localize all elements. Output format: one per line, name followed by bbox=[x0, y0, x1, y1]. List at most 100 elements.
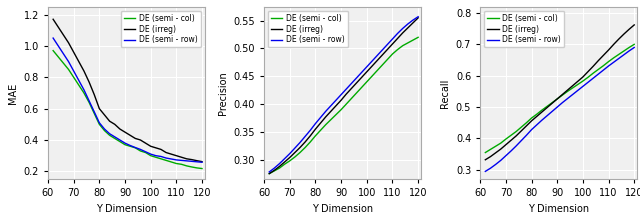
DE (semi - col) bbox=[111, 137, 118, 140]
DE (semi - row) bbox=[85, 99, 93, 102]
DE (semi - col) bbox=[502, 138, 509, 140]
DE (semi - col) bbox=[163, 159, 170, 162]
DE (semi - col) bbox=[126, 145, 134, 148]
DE (semi - row) bbox=[517, 139, 525, 142]
DE (semi - col) bbox=[600, 64, 607, 67]
DE (semi - col) bbox=[363, 80, 371, 83]
DE (irreg) bbox=[383, 48, 391, 51]
DE (semi - row) bbox=[75, 79, 83, 82]
DE (irreg) bbox=[301, 141, 309, 143]
DE (semi - col) bbox=[75, 84, 83, 86]
DE (irreg) bbox=[548, 102, 556, 105]
DE (semi - row) bbox=[394, 32, 401, 35]
DE (semi - row) bbox=[574, 89, 582, 92]
DE (semi - col) bbox=[497, 142, 504, 144]
DE (semi - row) bbox=[388, 38, 396, 40]
DE (semi - col) bbox=[605, 60, 612, 63]
DE (irreg) bbox=[312, 128, 319, 130]
X-axis label: Y Dimension: Y Dimension bbox=[312, 204, 373, 214]
DE (semi - col) bbox=[147, 154, 154, 157]
DE (semi - col) bbox=[388, 53, 396, 55]
DE (semi - row) bbox=[538, 119, 546, 122]
DE (semi - row) bbox=[322, 110, 330, 113]
DE (semi - col) bbox=[178, 163, 186, 166]
DE (semi - col) bbox=[65, 68, 72, 71]
DE (semi - row) bbox=[296, 141, 304, 144]
Legend: DE (semi - col), DE (irreg), DE (semi - row): DE (semi - col), DE (irreg), DE (semi - … bbox=[484, 11, 564, 47]
DE (semi - row) bbox=[141, 151, 149, 153]
Legend: DE (semi - col), DE (irreg), DE (semi - row): DE (semi - col), DE (irreg), DE (semi - … bbox=[268, 11, 348, 47]
DE (semi - col) bbox=[625, 46, 633, 49]
DE (irreg) bbox=[600, 54, 607, 57]
Line: DE (semi - col): DE (semi - col) bbox=[53, 51, 202, 168]
DE (semi - col) bbox=[507, 134, 515, 137]
DE (irreg) bbox=[625, 28, 633, 31]
DE (irreg) bbox=[307, 134, 314, 137]
DE (semi - row) bbox=[178, 159, 186, 162]
DE (irreg) bbox=[54, 26, 62, 28]
DE (semi - row) bbox=[276, 162, 284, 165]
DE (semi - row) bbox=[95, 121, 103, 124]
DE (semi - row) bbox=[168, 158, 175, 160]
DE (semi - row) bbox=[383, 43, 391, 46]
DE (semi - col) bbox=[528, 117, 536, 119]
DE (irreg) bbox=[60, 34, 67, 36]
DE (semi - col) bbox=[404, 41, 412, 44]
DE (semi - col) bbox=[157, 157, 164, 160]
DE (semi - col) bbox=[80, 92, 88, 94]
Y-axis label: MAE: MAE bbox=[8, 82, 18, 103]
DE (irreg) bbox=[620, 33, 628, 35]
DE (semi - col) bbox=[183, 164, 191, 167]
DE (irreg) bbox=[157, 148, 164, 151]
DE (irreg) bbox=[595, 59, 602, 62]
DE (irreg) bbox=[497, 148, 504, 151]
DE (semi - row) bbox=[111, 136, 118, 138]
DE (irreg) bbox=[610, 43, 618, 46]
DE (irreg) bbox=[65, 41, 72, 44]
DE (semi - col) bbox=[327, 118, 335, 121]
DE (semi - row) bbox=[630, 46, 638, 49]
DE (semi - row) bbox=[266, 171, 273, 173]
DE (irreg) bbox=[512, 135, 520, 137]
DE (semi - col) bbox=[569, 87, 577, 89]
DE (semi - col) bbox=[543, 105, 551, 108]
DE (irreg) bbox=[291, 151, 299, 154]
DE (irreg) bbox=[388, 43, 396, 45]
DE (semi - row) bbox=[358, 71, 365, 74]
DE (semi - col) bbox=[554, 98, 561, 100]
Line: DE (irreg): DE (irreg) bbox=[485, 25, 634, 160]
DE (semi - row) bbox=[404, 23, 412, 25]
DE (irreg) bbox=[589, 65, 597, 68]
DE (irreg) bbox=[106, 120, 113, 123]
DE (semi - row) bbox=[348, 82, 355, 85]
DE (semi - row) bbox=[342, 88, 350, 90]
DE (semi - col) bbox=[368, 75, 376, 78]
DE (semi - col) bbox=[60, 62, 67, 65]
DE (semi - row) bbox=[301, 135, 309, 138]
DE (semi - row) bbox=[286, 152, 294, 155]
DE (irreg) bbox=[569, 84, 577, 87]
DE (irreg) bbox=[337, 99, 345, 101]
Line: DE (semi - row): DE (semi - row) bbox=[269, 17, 418, 172]
DE (semi - col) bbox=[312, 134, 319, 137]
DE (semi - col) bbox=[533, 113, 541, 116]
DE (irreg) bbox=[574, 80, 582, 83]
DE (semi - col) bbox=[90, 112, 98, 115]
DE (irreg) bbox=[90, 93, 98, 96]
DE (semi - col) bbox=[168, 161, 175, 163]
DE (irreg) bbox=[579, 76, 587, 78]
DE (semi - col) bbox=[54, 56, 62, 58]
DE (semi - row) bbox=[512, 145, 520, 147]
DE (semi - row) bbox=[615, 57, 623, 60]
DE (irreg) bbox=[49, 18, 57, 21]
DE (semi - row) bbox=[533, 124, 541, 126]
DE (semi - row) bbox=[49, 37, 57, 39]
DE (semi - row) bbox=[198, 161, 206, 164]
DE (irreg) bbox=[342, 93, 350, 95]
DE (semi - col) bbox=[620, 50, 628, 52]
DE (semi - row) bbox=[497, 159, 504, 162]
DE (semi - row) bbox=[173, 159, 180, 161]
DE (irreg) bbox=[193, 159, 201, 162]
DE (irreg) bbox=[147, 145, 154, 148]
DE (semi - row) bbox=[559, 101, 566, 104]
